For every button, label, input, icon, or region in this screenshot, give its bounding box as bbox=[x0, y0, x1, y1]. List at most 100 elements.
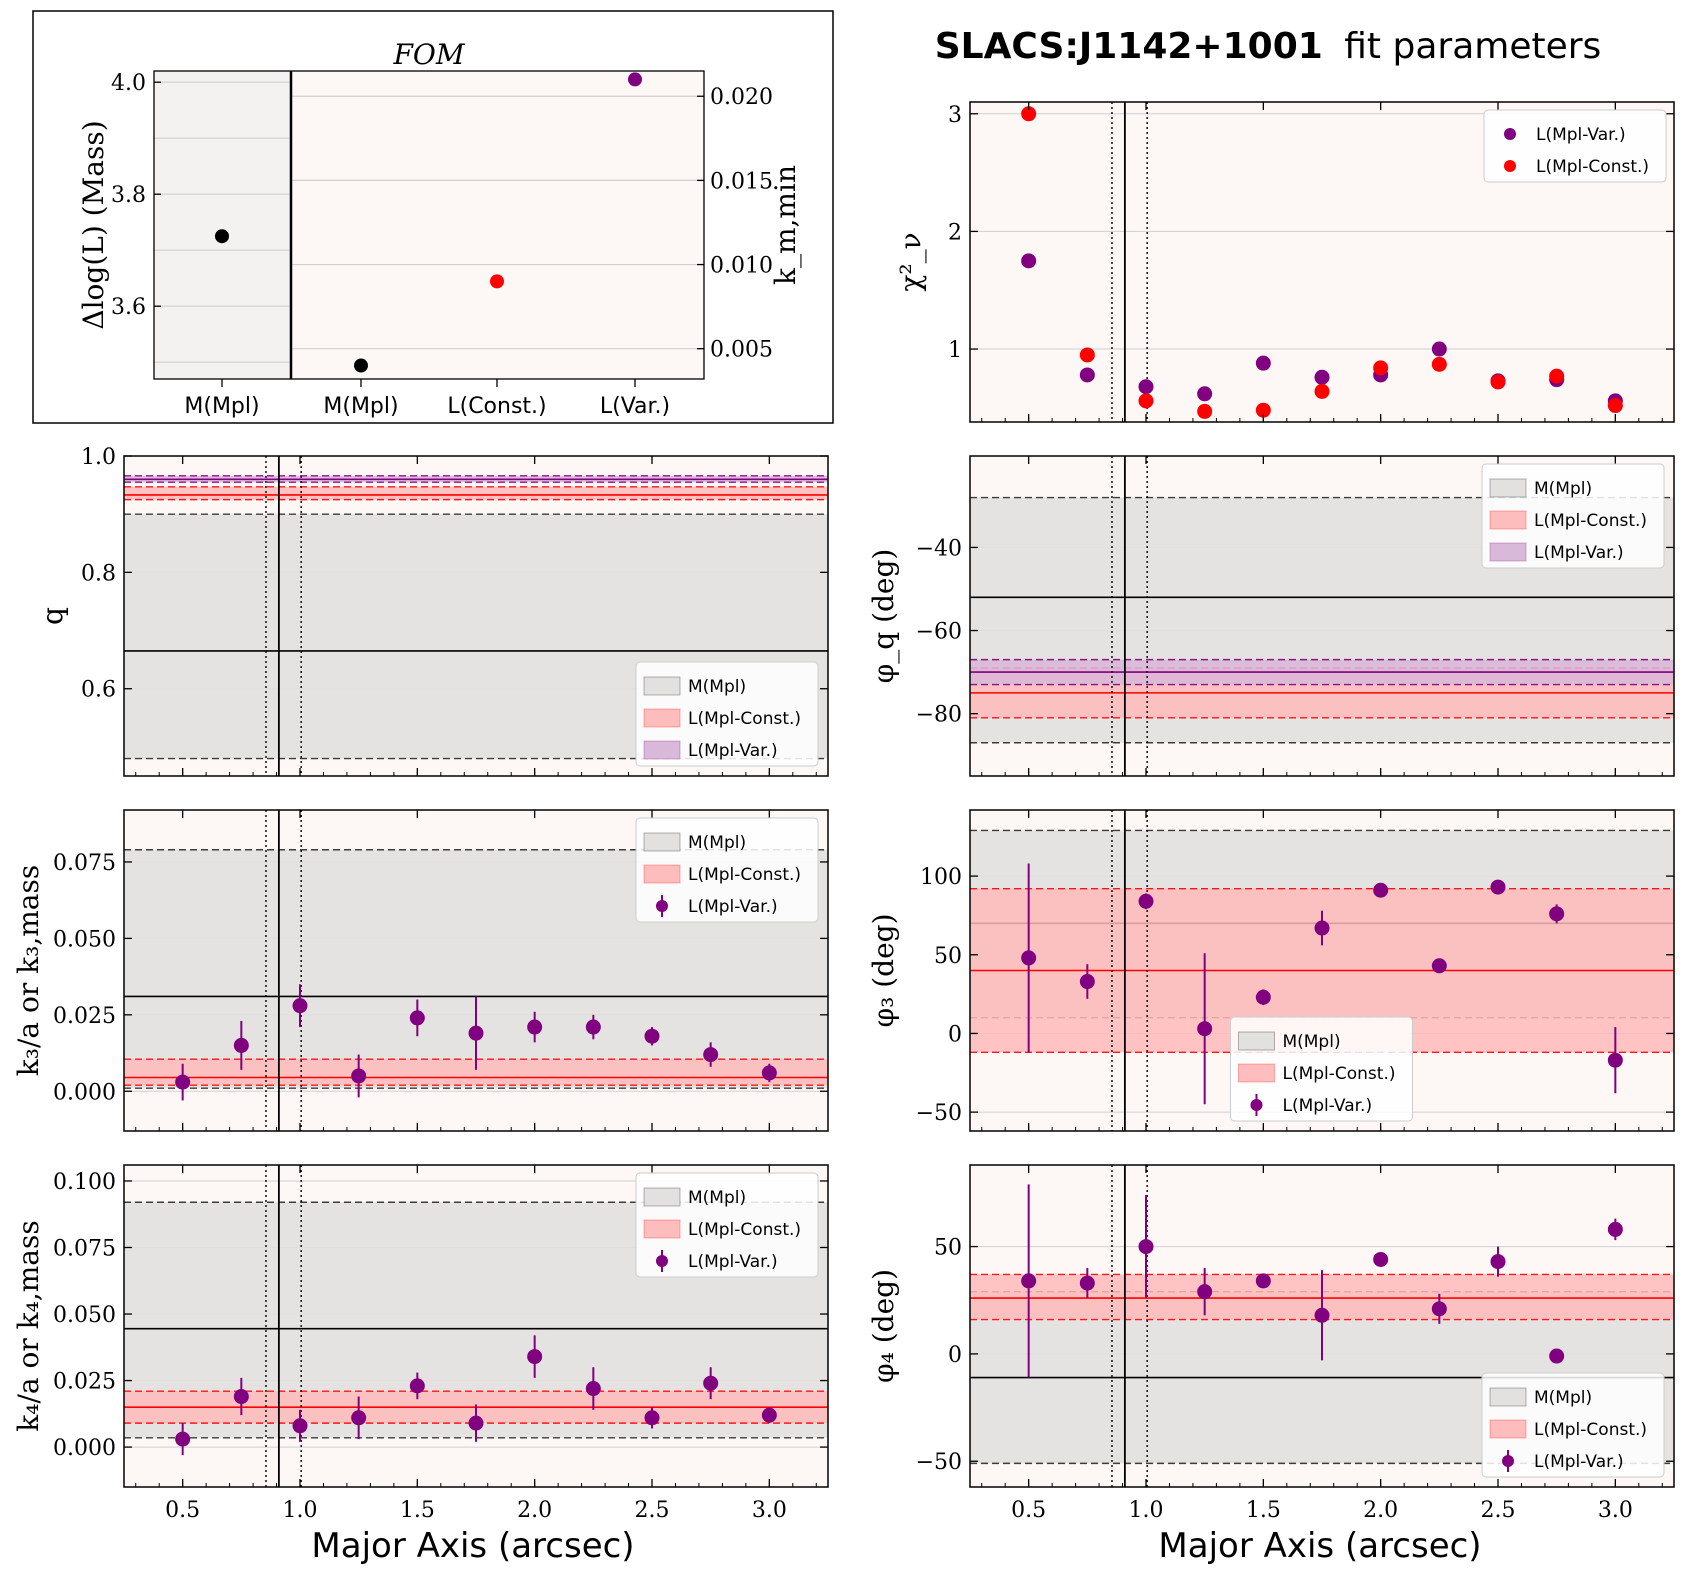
chi2-point bbox=[1255, 402, 1271, 418]
chi2-point bbox=[1607, 398, 1623, 414]
k4-point bbox=[233, 1389, 249, 1405]
k3-point bbox=[585, 1019, 601, 1035]
chi2-point bbox=[1021, 253, 1037, 269]
chi2-legend: L(Mpl-Var.) L(Mpl-Const.) bbox=[1483, 109, 1667, 183]
k4-xtick-label: 2.0 bbox=[517, 1498, 552, 1523]
fom-left-background bbox=[154, 71, 291, 379]
chi2-frame bbox=[969, 101, 1675, 423]
phi4-legend-box bbox=[1481, 1372, 1665, 1478]
k4-point bbox=[585, 1381, 601, 1397]
k3-frame bbox=[123, 809, 829, 1132]
k3-ytick-label: 0.025 bbox=[53, 1004, 116, 1029]
phi4-legend-label: L(Mpl-Var.) bbox=[1534, 1452, 1624, 1472]
chi2-panel: 1 2 3 χ²_ν L(Mpl-Var.) L(Mpl-Const.) bbox=[894, 101, 1675, 423]
chi2-point bbox=[1431, 356, 1447, 372]
k3-point bbox=[175, 1074, 191, 1090]
phiq-legend-swatch bbox=[1489, 542, 1527, 562]
phi3-ytick-label: 50 bbox=[934, 944, 962, 969]
phi3-point bbox=[1197, 1021, 1213, 1037]
phiq-ytick-label: −80 bbox=[916, 703, 962, 728]
q-ytick-label: 1.0 bbox=[81, 445, 116, 470]
chi2-legend-box bbox=[1483, 109, 1667, 183]
k3-legend-box bbox=[635, 817, 819, 923]
k3-legend-label: L(Mpl-Const.) bbox=[688, 865, 801, 885]
phiq-legend-swatch bbox=[1489, 510, 1527, 530]
phi3-ylabel: φ₃ (deg) bbox=[867, 914, 900, 1028]
phi4-xtick-label: 0.5 bbox=[1011, 1498, 1046, 1523]
fom-xtick-label: L(Var.) bbox=[600, 394, 670, 419]
phi4-point bbox=[1079, 1275, 1095, 1291]
q-ytick-label: 0.6 bbox=[81, 678, 116, 703]
phi3-point bbox=[1079, 974, 1095, 990]
k4-point bbox=[761, 1407, 777, 1423]
phi3-legend-label: L(Mpl-Const.) bbox=[1282, 1064, 1395, 1084]
k3-point bbox=[761, 1065, 777, 1081]
chi2-point bbox=[1255, 355, 1271, 371]
chi2-point bbox=[1490, 374, 1506, 390]
phi4-point bbox=[1431, 1301, 1447, 1317]
fom-left-ytick-label: 3.8 bbox=[111, 183, 146, 208]
k4-ytick-label: 0.025 bbox=[53, 1370, 116, 1395]
phi3-plot-area bbox=[970, 810, 1674, 1131]
k3-ytick-label: 0.000 bbox=[53, 1080, 116, 1105]
q-ytick-label: 0.8 bbox=[81, 561, 116, 586]
chi2-point bbox=[1314, 369, 1330, 385]
k4-xtick-label: 0.5 bbox=[165, 1498, 200, 1523]
phi3-panel: −50 0 50 100 φ₃ (deg) M(Mpl) L(Mpl-Const.) L(Mp… bbox=[867, 809, 1675, 1132]
phi4-point bbox=[1138, 1239, 1154, 1255]
q-ylabel: q bbox=[36, 607, 69, 625]
k3-point bbox=[292, 998, 308, 1014]
phi4-point bbox=[1373, 1251, 1389, 1267]
phi4-legend-swatch bbox=[1489, 1419, 1527, 1439]
phi3-point bbox=[1373, 882, 1389, 898]
q-legend-swatch bbox=[643, 708, 681, 728]
phi3-frame bbox=[969, 809, 1675, 1132]
phiq-panel: −80 −60 −40 φ_q (deg) M(Mpl) L(Mpl-Const.) L(M… bbox=[867, 455, 1675, 777]
phi4-legend-label: M(Mpl) bbox=[1534, 1388, 1592, 1408]
k3-point bbox=[233, 1037, 249, 1053]
phi4-xtick-label: 2.0 bbox=[1363, 1498, 1398, 1523]
q-legend-label: L(Mpl-Var.) bbox=[688, 741, 778, 761]
chi2-point bbox=[1079, 347, 1095, 363]
xlabel-left: Major Axis (arcsec) bbox=[311, 1526, 634, 1566]
k4-xtick-label: 1.0 bbox=[283, 1498, 318, 1523]
phi3-legend-swatch bbox=[1237, 1063, 1275, 1083]
k3-legend: M(Mpl) L(Mpl-Const.) L(Mpl-Var.) bbox=[635, 817, 819, 923]
phi4-xtick-label: 3.0 bbox=[1598, 1498, 1633, 1523]
k4-point bbox=[409, 1378, 425, 1394]
k4-xtick-label: 2.5 bbox=[635, 1498, 670, 1523]
k4-ytick-label: 0.100 bbox=[53, 1170, 116, 1195]
phi3-legend-swatch bbox=[1237, 1031, 1275, 1051]
k3-point bbox=[703, 1047, 719, 1063]
chi2-legend-label: L(Mpl-Const.) bbox=[1536, 157, 1649, 177]
chi2-point bbox=[1138, 379, 1154, 395]
k3-legend-label: L(Mpl-Var.) bbox=[688, 897, 778, 917]
fom-left-ytick-label: 3.6 bbox=[111, 295, 146, 320]
phi4-ytick-label: 50 bbox=[934, 1236, 962, 1261]
k4-ytick-label: 0.075 bbox=[53, 1236, 116, 1261]
phi3-point bbox=[1314, 920, 1330, 936]
chi2-legend-marker bbox=[1504, 160, 1516, 172]
phi4-legend-swatch bbox=[1489, 1387, 1527, 1407]
fom-left-ytick-label: 4.0 bbox=[111, 71, 146, 96]
k4-legend: M(Mpl) L(Mpl-Const.) L(Mpl-Var.) bbox=[635, 1172, 819, 1278]
phi4-legend-label: L(Mpl-Const.) bbox=[1534, 1420, 1647, 1440]
chi2-point bbox=[1197, 386, 1213, 402]
q-frame bbox=[123, 455, 829, 777]
fom-right-ytick-label: 0.020 bbox=[710, 85, 773, 110]
k4-point bbox=[468, 1415, 484, 1431]
fom-right-ytick-label: 0.010 bbox=[710, 254, 773, 279]
k4-panel: 0.000 0.025 0.050 0.075 0.100 0.5 1.0 1.5 2.0 2.5… bbox=[12, 1164, 829, 1523]
phi4-ylabel: φ₄ (deg) bbox=[867, 1269, 900, 1383]
k4-legend-box bbox=[635, 1172, 819, 1278]
fom-point bbox=[354, 358, 368, 373]
phi4-legend-marker bbox=[1502, 1455, 1514, 1467]
k3-ytick-label: 0.050 bbox=[53, 927, 116, 952]
fom-right-ytick-label: 0.015 bbox=[710, 169, 773, 194]
suptitle-bold: SLACS:J1142+1001 bbox=[935, 26, 1323, 67]
fom-xtick-label: L(Const.) bbox=[447, 394, 546, 419]
q-legend-swatch bbox=[643, 676, 681, 696]
phi4-panel: −50 0 50 0.5 1.0 1.5 2.0 2.5 3.0 φ₄ (deg) M(Mpl) L(… bbox=[867, 1164, 1675, 1523]
fom-right-ytick-label: 0.005 bbox=[710, 338, 773, 363]
